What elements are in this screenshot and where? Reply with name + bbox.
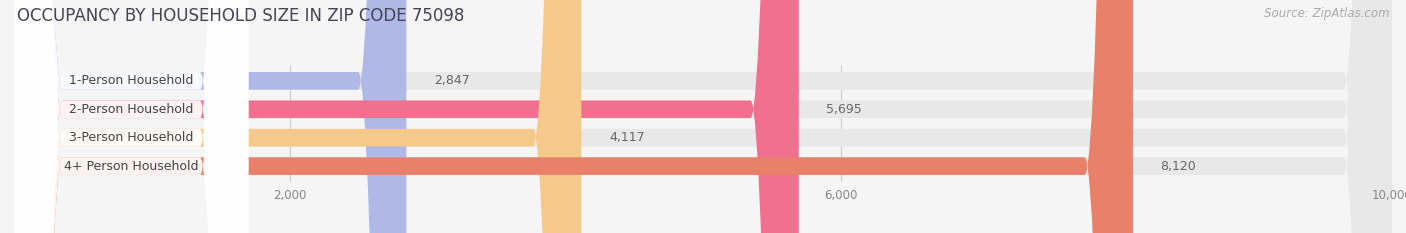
FancyBboxPatch shape <box>14 0 799 233</box>
FancyBboxPatch shape <box>14 0 1133 233</box>
FancyBboxPatch shape <box>14 0 1392 233</box>
FancyBboxPatch shape <box>14 0 249 233</box>
FancyBboxPatch shape <box>14 0 1392 233</box>
Text: 4,117: 4,117 <box>609 131 644 144</box>
Text: 5,695: 5,695 <box>827 103 862 116</box>
FancyBboxPatch shape <box>14 0 249 233</box>
Text: OCCUPANCY BY HOUSEHOLD SIZE IN ZIP CODE 75098: OCCUPANCY BY HOUSEHOLD SIZE IN ZIP CODE … <box>17 7 464 25</box>
FancyBboxPatch shape <box>14 0 581 233</box>
FancyBboxPatch shape <box>14 0 406 233</box>
Text: 2-Person Household: 2-Person Household <box>69 103 194 116</box>
Text: 2,847: 2,847 <box>434 74 470 87</box>
Text: 3-Person Household: 3-Person Household <box>69 131 194 144</box>
Text: 8,120: 8,120 <box>1160 160 1197 173</box>
FancyBboxPatch shape <box>14 0 1392 233</box>
Text: 4+ Person Household: 4+ Person Household <box>63 160 198 173</box>
FancyBboxPatch shape <box>14 0 249 233</box>
FancyBboxPatch shape <box>14 0 1392 233</box>
FancyBboxPatch shape <box>14 0 249 233</box>
Text: 1-Person Household: 1-Person Household <box>69 74 194 87</box>
Text: Source: ZipAtlas.com: Source: ZipAtlas.com <box>1264 7 1389 20</box>
